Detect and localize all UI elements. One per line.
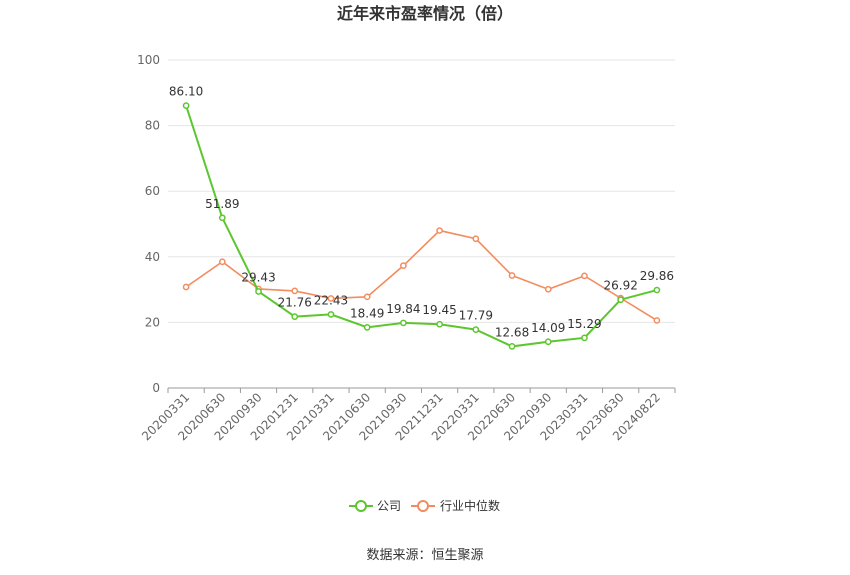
- legend-swatch-marker: [355, 500, 367, 512]
- data-point: [400, 319, 407, 327]
- data-point: [472, 326, 480, 333]
- data-label: 22.43: [314, 293, 348, 307]
- data-label: 21.76: [278, 296, 312, 310]
- y-tick-label: 100: [137, 53, 160, 67]
- data-point: [508, 272, 516, 279]
- y-tick-label: 40: [145, 250, 160, 264]
- data-point: [255, 288, 262, 295]
- data-point: [218, 258, 226, 266]
- data-point: [363, 293, 371, 301]
- chart-title: 近年来市盈率情况（倍）: [337, 4, 513, 23]
- y-tick-label: 20: [145, 315, 160, 329]
- data-point: [544, 285, 552, 293]
- data-label: 19.45: [422, 303, 456, 317]
- data-point: [508, 343, 516, 350]
- series-line: [185, 229, 658, 322]
- data-point: [182, 102, 190, 109]
- data-point: [617, 296, 625, 304]
- data-point: [291, 313, 299, 320]
- legend-label: 公司: [377, 499, 401, 513]
- data-point: [436, 320, 443, 328]
- data-point: [291, 287, 299, 295]
- data-label: 17.79: [459, 309, 493, 323]
- y-axis: 0 20 40 60 80 100: [137, 53, 160, 395]
- data-point: [581, 334, 588, 342]
- x-axis: 2020033120200630202009302020123120210331…: [139, 387, 676, 443]
- data-label: 19.84: [386, 302, 420, 316]
- data-label: 18.49: [350, 306, 384, 320]
- legend-item-0: 公司: [349, 499, 401, 513]
- legend: 公司 行业中位数: [349, 498, 500, 513]
- data-label: 15.29: [567, 317, 601, 331]
- data-point: [400, 262, 407, 270]
- legend-item-1: 行业中位数: [411, 498, 500, 513]
- data-label: 29.86: [640, 269, 674, 283]
- data-point: [472, 235, 480, 243]
- data-point: [327, 311, 335, 318]
- legend-swatch-marker: [417, 500, 429, 512]
- y-tick-label: 0: [152, 381, 160, 395]
- y-tick-label: 60: [145, 184, 160, 198]
- data-label: 12.68: [495, 325, 529, 339]
- data-point: [182, 283, 190, 291]
- data-point: [581, 272, 588, 280]
- grid-lines: [168, 59, 675, 323]
- data-point: [436, 227, 443, 234]
- y-tick-label: 80: [145, 119, 160, 133]
- data-point: [327, 295, 335, 302]
- data-label: 29.43: [241, 270, 275, 284]
- data-label: 26.92: [603, 279, 637, 293]
- data-point: [544, 338, 552, 346]
- data-point: [218, 214, 226, 222]
- data-point: [653, 317, 661, 324]
- source-note: 数据来源：恒生聚源: [366, 548, 483, 563]
- data-point: [653, 286, 661, 294]
- series-line: [185, 105, 658, 348]
- data-point: [363, 324, 371, 331]
- legend-label: 行业中位数: [440, 498, 500, 513]
- data-label: 51.89: [205, 197, 239, 211]
- data-label: 14.09: [531, 321, 565, 335]
- data-label: 86.10: [169, 85, 203, 99]
